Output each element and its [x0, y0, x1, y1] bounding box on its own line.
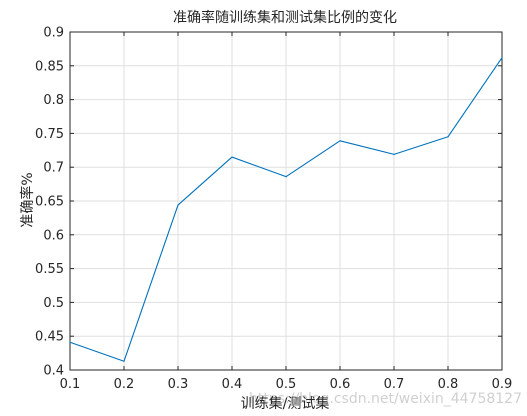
y-tick-label: 0.75 — [35, 127, 64, 142]
data-point — [501, 57, 503, 59]
y-tick-label: 0.85 — [35, 59, 64, 74]
y-tick-label: 0.55 — [35, 262, 64, 277]
x-tick-label: 0.4 — [222, 377, 243, 392]
data-point — [339, 140, 341, 142]
axis-ticks: 0.1 0.2 0.3 0.4 0.5 0.6 0.7 0.8 0.9 0.4 0.45 0.5 0.5… — [35, 26, 512, 393]
x-tick-label: 0.5 — [276, 377, 297, 392]
y-tick-label: 0.9 — [43, 26, 64, 41]
y-tick-label: 0.6 — [43, 228, 64, 243]
x-tick-label: 0.2 — [114, 377, 135, 392]
x-tick-label: 0.7 — [384, 377, 405, 392]
x-axis-label: 训练集/测试集 — [241, 395, 330, 412]
x-tick-label: 0.9 — [492, 377, 513, 392]
y-tick-label: 0.8 — [43, 93, 64, 108]
data-point — [177, 204, 179, 206]
chart-title: 准确率随训练集和测试集比例的变化 — [173, 9, 397, 26]
y-tick-label: 0.5 — [43, 296, 64, 311]
y-tick-label: 0.4 — [43, 364, 64, 379]
data-point — [231, 156, 233, 158]
data-point — [285, 176, 287, 178]
y-tick-label: 0.65 — [35, 195, 64, 210]
data-point — [447, 136, 449, 138]
x-tick-label: 0.6 — [330, 377, 351, 392]
series-layer — [69, 57, 503, 362]
data-point — [69, 341, 71, 343]
x-tick-label: 0.8 — [438, 377, 459, 392]
y-tick-label: 0.45 — [35, 330, 64, 345]
data-point — [123, 360, 125, 362]
y-tick-label: 0.7 — [43, 161, 64, 176]
data-point — [393, 153, 395, 155]
x-tick-label: 0.3 — [168, 377, 189, 392]
y-axis-label: 准确率% — [19, 172, 36, 227]
watermark-text: https://blog.csdn.net/weixin_44758127 — [249, 391, 522, 407]
x-tick-label: 0.1 — [60, 377, 81, 392]
